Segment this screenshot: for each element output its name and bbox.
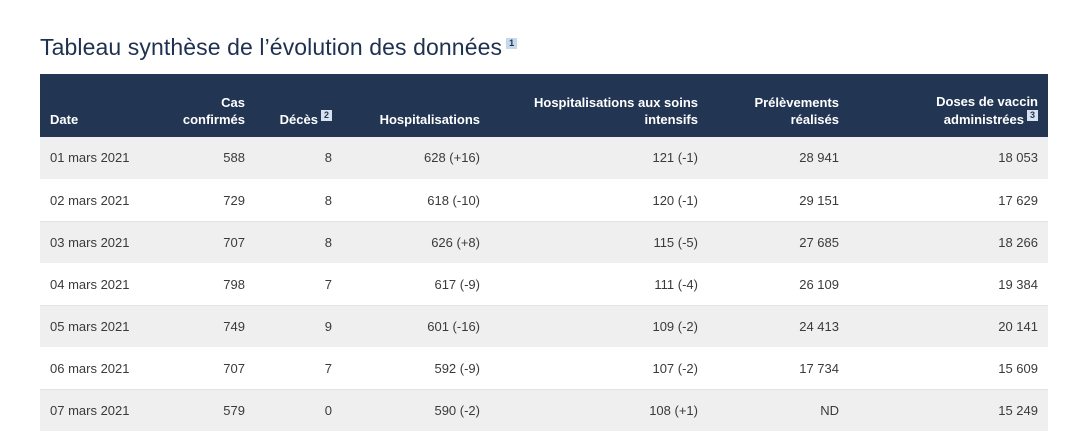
cell-icu: 108 (+1)	[490, 389, 708, 432]
cell-hospitalisations: 618 (-10)	[342, 179, 490, 222]
cell-vaccine-doses: 15 609	[849, 347, 1048, 390]
cell-deaths: 8	[255, 137, 342, 180]
cell-deaths: 7	[255, 263, 342, 306]
table-row: 02 mars 2021 729 8 618 (-10) 120 (-1) 29…	[40, 179, 1048, 222]
cell-date: 01 mars 2021	[40, 137, 150, 180]
cell-cases: 798	[150, 263, 255, 306]
table-row: 01 mars 2021 588 8 628 (+16) 121 (-1) 28…	[40, 137, 1048, 180]
cell-hospitalisations: 628 (+16)	[342, 137, 490, 180]
cell-date: 03 mars 2021	[40, 221, 150, 264]
cell-tests: 29 151	[708, 179, 849, 222]
cell-icu: 121 (-1)	[490, 137, 708, 180]
table-header: Date Cas confirmés Décès 2 Hospitalisation…	[40, 74, 1048, 137]
column-header-date: Date	[50, 112, 79, 127]
cell-icu: 120 (-1)	[490, 179, 708, 222]
cell-tests: 17 734	[708, 347, 849, 390]
cell-deaths: 9	[255, 305, 342, 348]
table-row: 05 mars 2021 749 9 601 (-16) 109 (-2) 24…	[40, 305, 1048, 348]
column-header-cases: Cas confirmés	[182, 95, 245, 127]
cell-date: 05 mars 2021	[40, 305, 150, 348]
cell-cases: 749	[150, 305, 255, 348]
cell-tests: 24 413	[708, 305, 849, 348]
cell-vaccine-doses: 20 141	[849, 305, 1048, 348]
table-row: 06 mars 2021 707 7 592 (-9) 107 (-2) 17 …	[40, 347, 1048, 390]
cell-cases: 707	[150, 347, 255, 390]
cell-vaccine-doses: 15 249	[849, 389, 1048, 432]
table-body: 01 mars 2021 588 8 628 (+16) 121 (-1) 28…	[40, 137, 1048, 432]
cell-vaccine-doses: 17 629	[849, 179, 1048, 222]
table-row: 04 mars 2021 798 7 617 (-9) 111 (-4) 26 …	[40, 263, 1048, 306]
table-row: 03 mars 2021 707 8 626 (+8) 115 (-5) 27 …	[40, 221, 1048, 264]
vaccine-footnote-link[interactable]: 3	[1026, 110, 1038, 121]
cell-icu: 107 (-2)	[490, 347, 708, 390]
cell-date: 02 mars 2021	[40, 179, 150, 222]
column-header-vaccine-doses: Doses de vaccin administrées 3	[936, 94, 1038, 127]
cell-date: 04 mars 2021	[40, 263, 150, 306]
cell-cases: 707	[150, 221, 255, 264]
cell-vaccine-doses: 18 266	[849, 221, 1048, 264]
cell-icu: 115 (-5)	[490, 221, 708, 264]
cell-cases: 588	[150, 137, 255, 180]
cell-hospitalisations: 617 (-9)	[342, 263, 490, 306]
cell-cases: 729	[150, 179, 255, 222]
cell-hospitalisations: 592 (-9)	[342, 347, 490, 390]
cell-vaccine-doses: 18 053	[849, 137, 1048, 180]
cell-hospitalisations: 590 (-2)	[342, 389, 490, 432]
title-footnote-link[interactable]: 1	[506, 38, 518, 49]
summary-table: Date Cas confirmés Décès 2 Hospitalisation…	[40, 74, 1048, 432]
cell-deaths: 8	[255, 179, 342, 222]
column-header-tests: Prélèvements réalisés	[754, 95, 839, 127]
column-header-icu: Hospitalisations aux soins intensifs	[534, 95, 698, 127]
page-title: Tableau synthèse de l’évolution des donn…	[40, 34, 503, 60]
column-header-deaths: Décès 2	[255, 74, 342, 137]
table-row: 07 mars 2021 579 0 590 (-2) 108 (+1) ND …	[40, 389, 1048, 432]
cell-deaths: 0	[255, 389, 342, 432]
cell-cases: 579	[150, 389, 255, 432]
cell-hospitalisations: 626 (+8)	[342, 221, 490, 264]
column-header-hospitalisations: Hospitalisations	[379, 112, 480, 127]
title-row: Tableau synthèse de l’évolution des donn…	[40, 34, 518, 68]
cell-tests: ND	[708, 389, 849, 432]
cell-tests: 27 685	[708, 221, 849, 264]
cell-icu: 109 (-2)	[490, 305, 708, 348]
cell-deaths: 8	[255, 221, 342, 264]
cell-tests: 28 941	[708, 137, 849, 180]
cell-tests: 26 109	[708, 263, 849, 306]
header-row: Date Cas confirmés Décès 2 Hospitalisation…	[40, 74, 1048, 137]
cell-date: 06 mars 2021	[40, 347, 150, 390]
cell-hospitalisations: 601 (-16)	[342, 305, 490, 348]
cell-date: 07 mars 2021	[40, 389, 150, 432]
cell-icu: 111 (-4)	[490, 263, 708, 306]
cell-deaths: 7	[255, 347, 342, 390]
deaths-footnote-link[interactable]: 2	[320, 110, 332, 121]
cell-vaccine-doses: 19 384	[849, 263, 1048, 306]
